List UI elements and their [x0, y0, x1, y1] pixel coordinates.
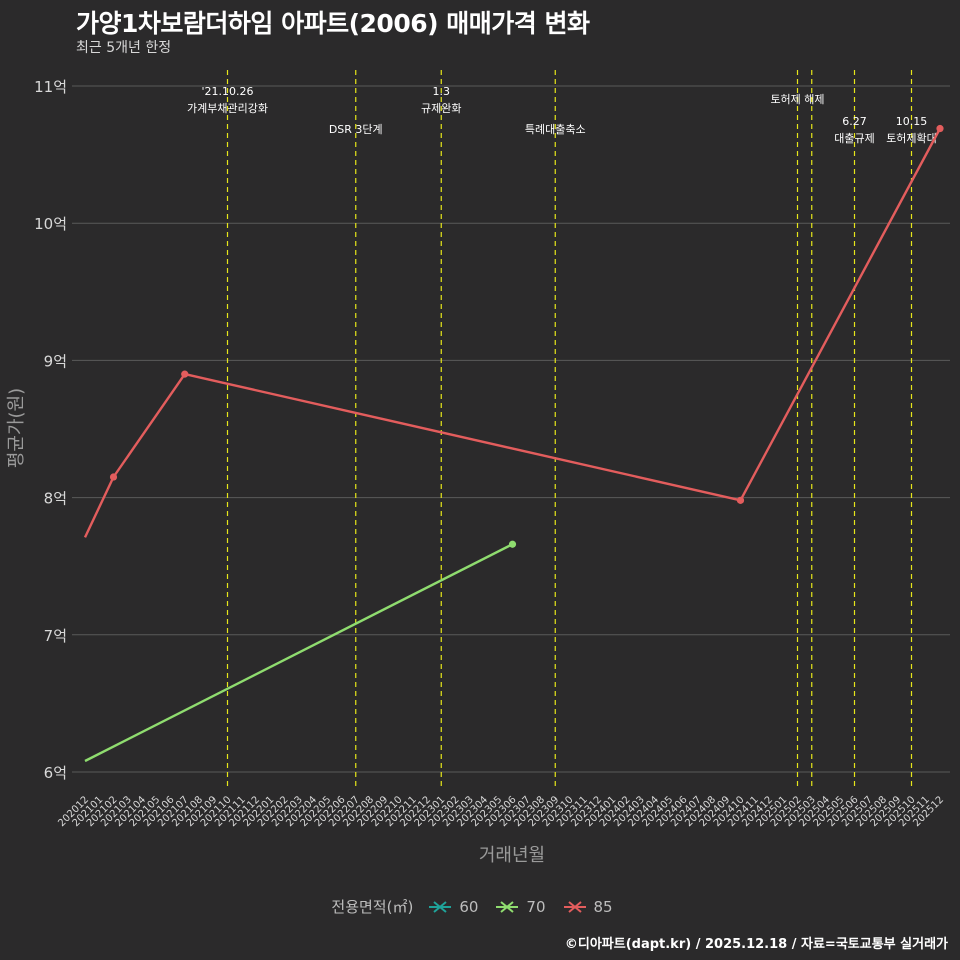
y-tick-label: 8억 [44, 490, 67, 508]
chart-title: 가양1차보람더하임 아파트(2006) 매매가격 변화 [76, 9, 590, 38]
legend: 전용면적(㎡) 60 70 85 [0, 896, 960, 917]
y-tick-label: 11억 [34, 78, 67, 96]
x-axis-title: 거래년월 [479, 845, 545, 866]
data-point-70 [508, 540, 517, 548]
data-point-85 [936, 124, 944, 133]
legend-item-60: 60 [427, 898, 478, 916]
legend-label-60: 60 [459, 897, 479, 916]
event-label: 특례대출축소 [525, 123, 586, 136]
event-label: 규제완화 [421, 102, 461, 115]
event-label: DSR 3단계 [329, 123, 383, 136]
legend-label-70: 70 [526, 897, 546, 916]
legend-swatch-70 [496, 900, 519, 913]
source-caption: ©디아파트(dapt.kr) / 2025.12.18 / 자료=국토교통부 실… [564, 937, 948, 952]
y-tick-label: 7억 [44, 627, 67, 645]
event-label: 가계부채관리강화 [187, 102, 268, 115]
y-axis-title: 평균가(원) [6, 388, 27, 468]
legend-label-85: 85 [593, 897, 613, 916]
series-line-70 [84, 543, 514, 763]
event-label: '21.10.26 [201, 85, 253, 98]
data-point-85 [736, 496, 745, 504]
y-tick-label: 9억 [44, 352, 67, 370]
event-label: 6.27 [842, 115, 867, 128]
legend-item-85: 85 [562, 898, 613, 916]
event-label: 1.3 [433, 85, 451, 98]
event-label: 토허제확대 [886, 132, 937, 145]
event-label: 대출규제 [834, 132, 874, 145]
y-tick-label: 10억 [34, 215, 67, 233]
legend-swatch-60 [429, 900, 452, 913]
legend-item-70: 70 [494, 897, 546, 916]
data-point-85 [181, 370, 189, 378]
event-label: 10.15 [896, 115, 928, 128]
legend-title: 전용면적(㎡) [331, 898, 414, 916]
y-tick-label: 6억 [44, 764, 67, 782]
chart-subtitle: 최근 5개년 한정 [76, 40, 172, 56]
legend-swatch-85 [563, 900, 586, 913]
event-label: 토허제 해제 [770, 92, 824, 106]
data-point-85 [109, 473, 118, 481]
